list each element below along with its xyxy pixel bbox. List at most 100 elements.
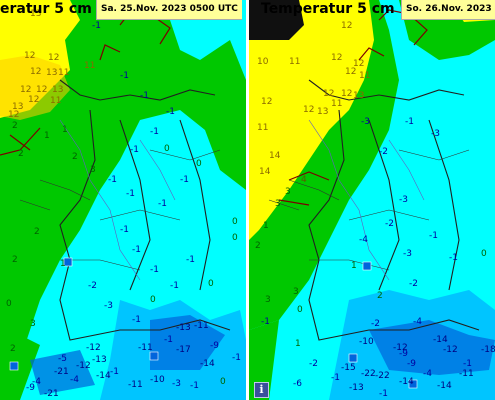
temperature-value: -1 xyxy=(158,199,167,209)
temperature-value: -11 xyxy=(459,369,474,379)
temperature-value: -1 xyxy=(120,225,129,235)
temperature-value: 3 xyxy=(285,187,291,197)
temperature-value: 13 xyxy=(12,102,24,112)
temperature-value: -1 xyxy=(120,71,129,81)
temperature-value: -14 xyxy=(96,371,111,381)
temperature-value: -13 xyxy=(349,383,364,393)
temperature-value: 12 xyxy=(261,97,273,107)
temperature-value: -9 xyxy=(210,341,219,351)
temperature-value: -1 xyxy=(110,367,119,377)
temperature-value: 0 xyxy=(220,377,226,387)
date-label-right: So. 26.Nov. 2023 0500 UTC xyxy=(401,0,495,20)
temperature-value: -1 xyxy=(232,353,241,363)
temperature-value: 12 xyxy=(28,95,40,105)
temperature-value: 0 xyxy=(232,217,238,227)
temperature-value: -2 xyxy=(309,359,318,369)
temperature-value: 12 xyxy=(341,21,353,31)
temperature-value: -2 xyxy=(385,219,394,229)
temperature-value: 12 xyxy=(353,59,365,69)
temperature-value: -2 xyxy=(379,147,388,157)
temperature-value: 0 xyxy=(481,249,487,259)
temperature-value: 13 xyxy=(353,91,365,101)
temperature-value: 0 xyxy=(208,279,214,289)
temperature-value: -1 xyxy=(132,245,141,255)
temperature-value: 1 xyxy=(351,261,357,271)
temperature-value: -15 xyxy=(341,363,356,373)
temperature-value: -1 xyxy=(190,381,199,391)
temperature-value: 13 xyxy=(52,85,64,95)
temperature-value: -13 xyxy=(92,355,107,365)
temperature-value: -5 xyxy=(58,354,67,364)
temperature-value: -1 xyxy=(170,281,179,291)
temperature-value: -4 xyxy=(413,317,422,327)
temperature-value: 2 xyxy=(18,149,24,159)
temperature-value: 1 xyxy=(295,339,301,349)
temperature-value: 11 xyxy=(289,57,301,67)
temperature-value: 1 xyxy=(60,259,66,269)
temperature-value: 12 xyxy=(48,53,60,63)
temperature-value: 14 xyxy=(269,151,281,161)
map-background-right xyxy=(249,0,495,400)
temperature-value: 12 xyxy=(323,89,335,99)
temperature-value: 11 xyxy=(84,61,96,71)
temperature-value: -1 xyxy=(331,373,340,383)
temperature-value: -14 xyxy=(437,381,452,391)
temperature-value: 3 xyxy=(275,199,281,209)
temperature-value: 3 xyxy=(265,295,271,305)
temperature-value: 12 xyxy=(341,89,353,99)
temperature-value: 11 xyxy=(331,99,343,109)
temperature-value: 2 xyxy=(34,227,40,237)
temperature-value: 12 xyxy=(20,85,32,95)
temperature-value: -1 xyxy=(463,359,472,369)
temperature-value: -1 xyxy=(150,265,159,275)
temperature-value: -4 xyxy=(423,369,432,379)
temperature-value: -9 xyxy=(399,349,408,359)
map-title-left: eratur 5 cm xyxy=(0,1,92,17)
temperature-value: -21 xyxy=(44,389,59,399)
temperature-value: 3 xyxy=(90,165,96,175)
temperature-value: -6 xyxy=(293,379,302,389)
temperature-value: -11 xyxy=(194,321,209,331)
temperature-value: 11 xyxy=(58,68,70,78)
temperature-value: 2 xyxy=(12,121,18,131)
temperature-value: 0 xyxy=(232,233,238,243)
temperature-map-right: Temperatur 5 cm So. 26.Nov. 2023 0500 UT… xyxy=(249,0,495,400)
temperature-value: -4 xyxy=(32,377,41,387)
panel-divider xyxy=(246,0,249,400)
temperature-value: 2 xyxy=(10,344,16,354)
temperature-value: -12 xyxy=(393,343,408,353)
temperature-value: -1 xyxy=(429,231,438,241)
temperature-value: -3 xyxy=(172,379,181,389)
temperature-value: -10 xyxy=(150,375,165,385)
temperature-value: -4 xyxy=(70,375,79,385)
temperature-value: -2 xyxy=(371,319,380,329)
temperature-value: -22 xyxy=(361,369,376,379)
temperature-value: -3 xyxy=(403,249,412,259)
temperature-value: 3 xyxy=(30,319,36,329)
temperature-value: -4 xyxy=(359,235,368,245)
temperature-value: -1 xyxy=(449,253,458,263)
temperature-value: 11 xyxy=(359,71,371,81)
temperature-value: -1 xyxy=(186,255,195,265)
info-icon[interactable]: i xyxy=(254,382,269,398)
temperature-value: -9 xyxy=(26,383,35,393)
temperature-value: -14 xyxy=(433,335,448,345)
temperature-value: -12 xyxy=(86,343,101,353)
temperature-value: 13 xyxy=(46,68,58,78)
temperature-value: -17 xyxy=(176,345,191,355)
temperature-value: 13 xyxy=(317,107,329,117)
temperature-value: -1 xyxy=(108,175,117,185)
temperature-value: 12 xyxy=(303,105,315,115)
temperature-value: -1 xyxy=(379,389,388,399)
temperature-value: -11 xyxy=(138,343,153,353)
map-title-right: Temperatur 5 cm xyxy=(261,1,395,17)
temperature-map-left: eratur 5 cm Sa. 25.Nov. 2023 0500 UTC 13… xyxy=(0,0,246,400)
temperature-value: 0 xyxy=(297,305,303,315)
temperature-value: 11 xyxy=(257,123,269,133)
temperature-value: 12 xyxy=(30,67,42,77)
temperature-value: 0 xyxy=(164,144,170,154)
temperature-value: 2 xyxy=(12,255,18,265)
temperature-value: -12 xyxy=(443,345,458,355)
temperature-value: 2 xyxy=(72,152,78,162)
temperature-value: -1 xyxy=(166,107,175,117)
